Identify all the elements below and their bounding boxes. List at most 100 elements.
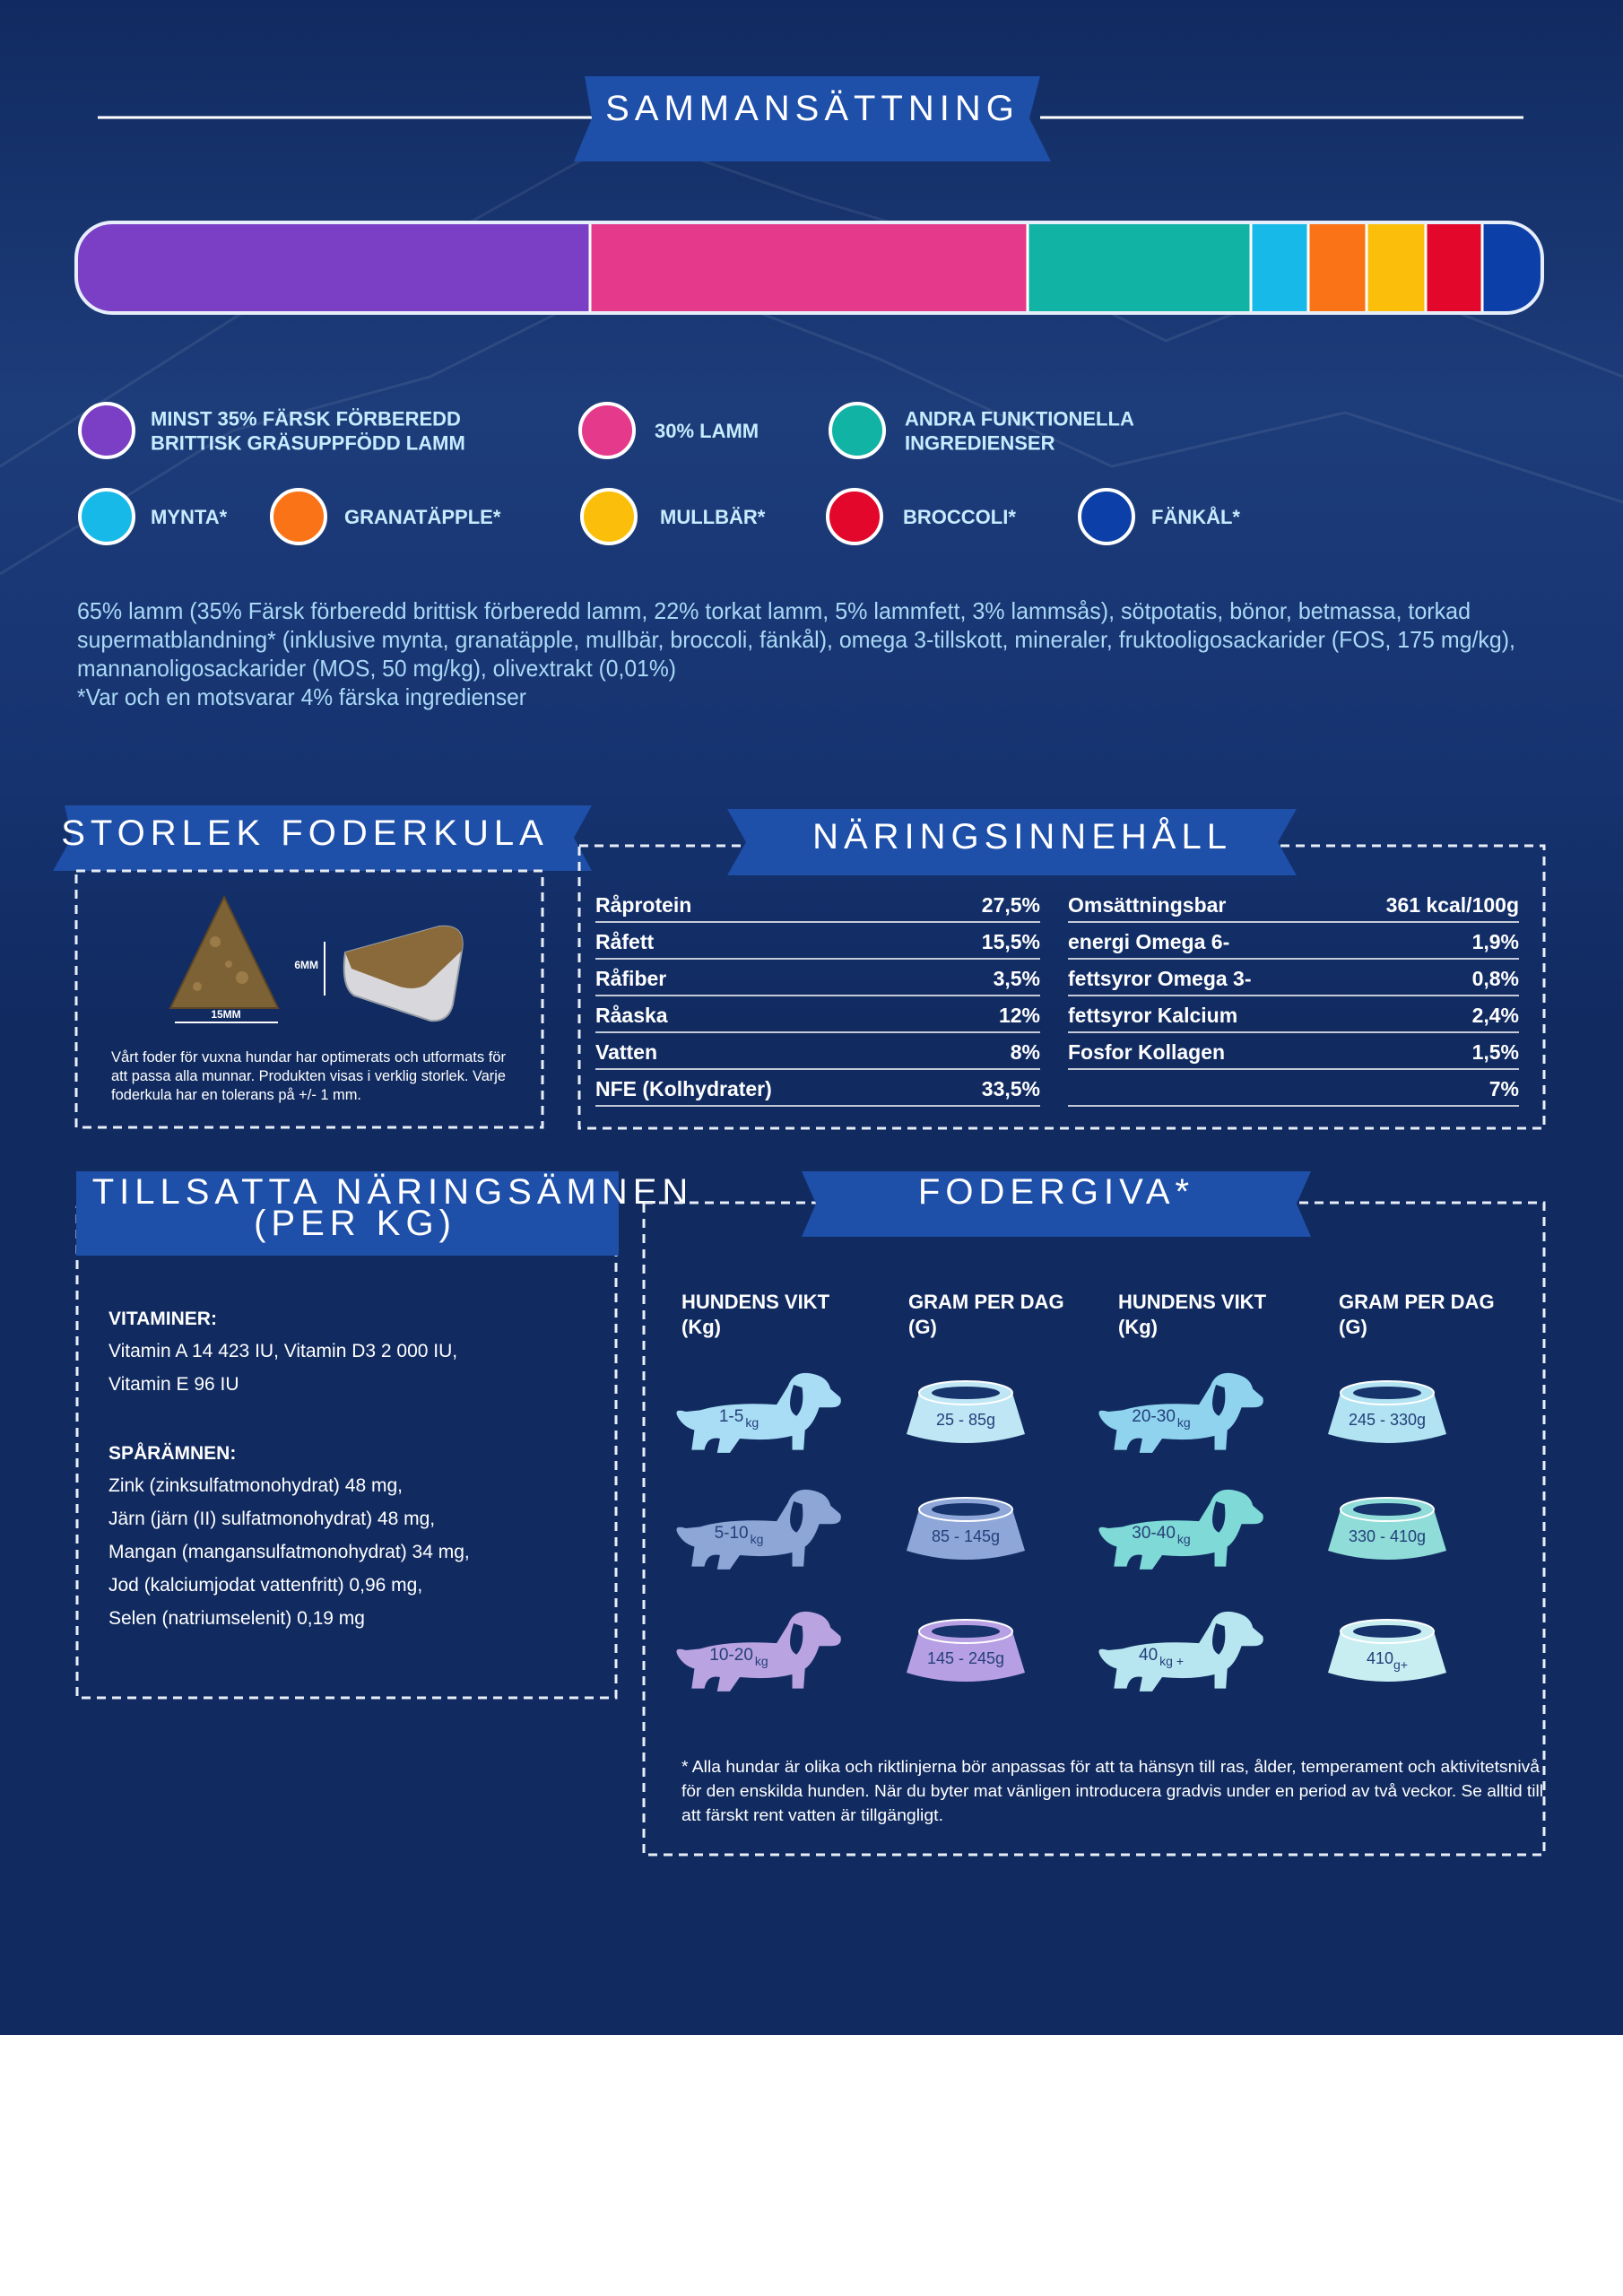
nutrient-label: Vatten (595, 1040, 657, 1064)
column-header: HUNDENS VIKT (1118, 1291, 1267, 1313)
bowl-grams: 145 - 245g (927, 1649, 1004, 1667)
ribbon (76, 1171, 619, 1256)
nutrient-label: Råprotein (595, 893, 691, 917)
legend-label: INGREDIENSER (905, 432, 1055, 455)
grams-value: 145 - 245g (927, 1649, 1004, 1667)
nutrient-label: Råfiber (595, 967, 666, 990)
dog-weight: 1-5 kg (719, 1407, 759, 1430)
composition-bar (76, 222, 1542, 313)
weight-unit: kg + (1159, 1654, 1184, 1668)
dog-weight: 40 kg + (1139, 1646, 1184, 1668)
bowl-icon: 330 - 410g (1328, 1497, 1446, 1560)
legend-swatch (78, 488, 135, 545)
nutrient-label: NFE (Kolhydrater) (595, 1077, 772, 1100)
legend-label: BRITTISK GRÄSUPPFÖDD LAMM (151, 432, 465, 455)
bar-segment (1426, 222, 1482, 313)
legend-label: BROCCOLI* (903, 506, 1016, 528)
nutrient-label: fettsyror Omega 3- (1068, 967, 1252, 990)
nutrient-value: 15,5% (982, 930, 1040, 953)
section-title: TILLSATTA NÄRINGSÄMNEN (92, 1172, 694, 1212)
list-line: Mangan (mangansulfatmonohydrat) 34 mg, (108, 1542, 470, 1562)
column-header: GRAM PER DAG (908, 1291, 1064, 1313)
legend-swatch (78, 402, 135, 459)
column-header: (Kg) (681, 1316, 721, 1338)
kibble-illustration (169, 894, 464, 1023)
list-heading: SPÅRÄMNEN: (108, 1442, 236, 1464)
weight-value: 20-30 (1132, 1407, 1176, 1426)
bar-segment (1367, 222, 1426, 313)
bowl-icon: 245 - 330g (1328, 1380, 1446, 1443)
grams-value: 410 (1367, 1649, 1393, 1667)
bowl-icon: 25 - 85g (907, 1380, 1025, 1443)
bowl-body (907, 1393, 1025, 1443)
bowl-inner (932, 1387, 1000, 1399)
nutrient-label: Råfett (595, 930, 655, 953)
legend-swatch (578, 402, 636, 459)
weight-value: 10-20 (709, 1646, 753, 1665)
bowl-inner (932, 1503, 1000, 1516)
nutrient-value: 7% (1489, 1077, 1519, 1100)
nutrient-value: 33,5% (982, 1077, 1040, 1100)
legend-swatch (270, 488, 327, 545)
bar-segment (1251, 222, 1308, 313)
weight-unit: kg (1177, 1532, 1191, 1546)
bowl-body (907, 1509, 1025, 1560)
footnote-line: för den enskilda hunden. När du byter ma… (681, 1782, 1543, 1800)
bowl-inner (932, 1625, 1000, 1638)
weight-unit: kg (751, 1532, 764, 1546)
list-line: Vitamin A 14 423 IU, Vitamin D3 2 000 IU… (108, 1341, 457, 1361)
box (74, 869, 544, 1129)
nutrient-value: 2,4% (1472, 1004, 1519, 1027)
nutrient-label: Omsättningsbar (1068, 893, 1226, 917)
nutrient-value: 1,5% (1472, 1040, 1519, 1064)
section-title: STORLEK FODERKULA (61, 813, 549, 853)
nutrient-value: 0,8% (1472, 967, 1519, 990)
ribbon (727, 809, 1297, 875)
bowl-grams: 245 - 330g (1349, 1411, 1426, 1429)
bowl-body (1328, 1509, 1446, 1560)
bowl-icon: 410g+ (1328, 1619, 1446, 1682)
bowl-icon: 145 - 245g (907, 1619, 1025, 1682)
bar-segment (76, 222, 590, 313)
legend-label: GRANATÄPPLE* (344, 506, 501, 528)
nutrient-value: 12% (999, 1004, 1040, 1027)
nutrient-value: 3,5% (994, 967, 1040, 990)
dog-weight: 30-40 kg (1132, 1524, 1190, 1546)
box (75, 1205, 618, 1700)
dog-weight: 20-30 kg (1132, 1407, 1190, 1430)
bar-segment (590, 222, 1028, 313)
ingredient-line: mannanoligosackarider (MOS, 50 mg/kg), o… (77, 655, 676, 682)
grams-unit: g+ (1393, 1657, 1408, 1672)
background (0, 0, 1623, 2035)
nutrient-label: Råaska (595, 1004, 668, 1027)
dimension-label: 6MM (294, 959, 318, 971)
nutrient-label: fettsyror Kalcium (1068, 1004, 1237, 1027)
legend-label: ANDRA FUNKTIONELLA (905, 408, 1134, 430)
legend-label: MULLBÄR* (660, 506, 766, 528)
bar-outline (74, 221, 1544, 315)
bowl-grams: 85 - 145g (932, 1527, 1000, 1545)
column-header: HUNDENS VIKT (681, 1291, 830, 1313)
footnote-line: att färskt rent vatten är tillgängligt. (681, 1806, 943, 1824)
weight-unit: kg (1177, 1415, 1191, 1430)
grams-value: 85 - 145g (932, 1527, 1000, 1545)
column-header: (Kg) (1118, 1316, 1158, 1338)
legend-swatch (829, 402, 886, 459)
ribbon (53, 805, 592, 871)
section-subtitle: (PER KG) (254, 1204, 456, 1243)
column-header: (G) (1339, 1316, 1367, 1338)
ingredient-line: 65% lamm (35% Färsk förberedd brittisk f… (77, 597, 1471, 624)
bowl-body (1328, 1393, 1446, 1443)
section-title: SAMMANSÄTTNING (605, 89, 1020, 128)
bowl-grams: 330 - 410g (1349, 1527, 1426, 1545)
ribbon (574, 76, 1051, 161)
kibble-note: att passa alla munnar. Produkten visas i… (111, 1067, 506, 1084)
weight-unit: kg (755, 1654, 768, 1668)
grams-value: 245 - 330g (1349, 1411, 1426, 1429)
legend-swatch (1078, 488, 1135, 545)
box (577, 844, 1546, 1130)
bowl-icon: 85 - 145g (907, 1497, 1025, 1560)
nutrient-value: 8% (1011, 1040, 1040, 1064)
ingredient-line: *Var och en motsvarar 4% färska ingredie… (77, 683, 526, 710)
